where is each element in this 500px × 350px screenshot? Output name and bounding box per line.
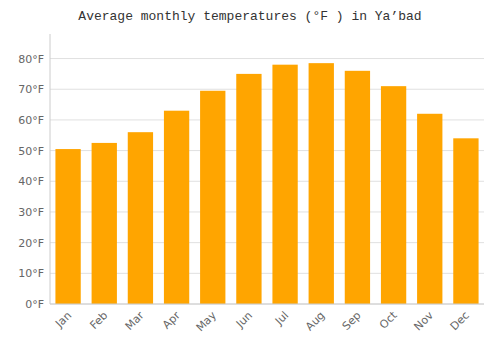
bar — [164, 111, 189, 304]
x-tick-label: Nov — [411, 309, 436, 334]
bar — [272, 65, 297, 304]
grid-line — [50, 89, 484, 90]
x-tick-label: Apr — [160, 309, 183, 332]
y-tick-label: 10°F — [18, 267, 44, 280]
bar — [200, 91, 225, 304]
x-tick-label: Jan — [52, 309, 74, 331]
x-tick-label: Mar — [123, 309, 147, 333]
x-tick-labels: Jan Feb Mar Apr May Jun Jul Aug Sep Oct Nov Dec — [52, 308, 472, 334]
bar — [345, 71, 370, 304]
y-axis-line — [50, 34, 51, 304]
bar — [417, 114, 442, 304]
y-tick-label: 70°F — [18, 83, 44, 96]
x-tick-label: Feb — [87, 309, 110, 332]
y-tick-labels: 0°F 10°F 20°F 30°F 40°F 50°F 60°F 70°F 80°F — [18, 53, 44, 311]
y-tick-label: 0°F — [25, 298, 44, 311]
x-axis-line — [50, 304, 484, 305]
grid-line — [50, 58, 484, 59]
bar — [381, 86, 406, 304]
bar — [309, 63, 334, 304]
chart-container: Average monthly temperatures (°F ) in Ya… — [0, 0, 500, 350]
x-tick-label: Jun — [233, 309, 255, 331]
y-tick-label: 80°F — [18, 53, 44, 66]
y-tick-label: 60°F — [18, 114, 44, 127]
x-tick-label: Sep — [340, 309, 364, 333]
chart-title: Average monthly temperatures (°F ) in Ya… — [78, 9, 421, 24]
bars — [55, 63, 478, 304]
y-tick-label: 30°F — [18, 206, 44, 219]
x-tick-label: Dec — [448, 309, 472, 333]
x-tick-label: May — [194, 309, 220, 335]
bar — [236, 74, 261, 304]
x-tick-label: Aug — [303, 309, 327, 333]
bar — [453, 138, 478, 304]
bar — [92, 143, 117, 304]
grid-line — [50, 304, 484, 305]
chart-svg: Average monthly temperatures (°F ) in Ya… — [0, 0, 500, 350]
y-tick-label: 20°F — [18, 237, 44, 250]
y-tick-label: 50°F — [18, 145, 44, 158]
bar — [128, 132, 153, 304]
x-tick-label: Jul — [272, 309, 291, 328]
bar — [55, 149, 80, 304]
y-tick-label: 40°F — [18, 175, 44, 188]
y-grid — [50, 59, 484, 304]
x-tick-label: Oct — [377, 308, 400, 331]
